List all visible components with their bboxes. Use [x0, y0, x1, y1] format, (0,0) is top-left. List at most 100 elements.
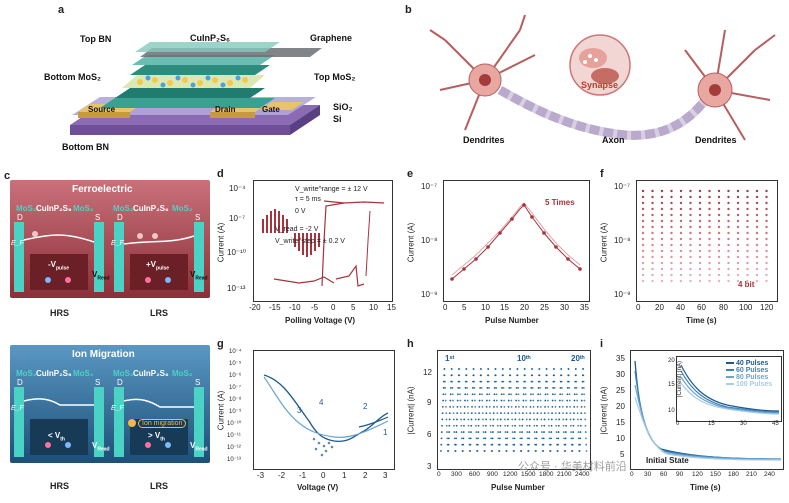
level-point [670, 273, 673, 277]
curve-label-4: 4 [319, 398, 324, 407]
ytick-f: 10⁻⁷ [614, 182, 631, 191]
xlabel-i: Time (s) [690, 483, 721, 492]
pulse-point [478, 405, 481, 408]
pulse-point [582, 387, 585, 389]
level-point [708, 267, 711, 271]
label-top-mos2: Top MoS₂ [314, 72, 356, 82]
legend-d-5: V_write^step = ± 0.2 V [275, 238, 345, 245]
level-point [755, 231, 759, 235]
pulse-point [464, 380, 467, 383]
level-point [698, 237, 702, 241]
level-point [765, 201, 768, 205]
xtick-g: 0 [321, 471, 326, 480]
pulse-point [560, 374, 562, 377]
pulse-point [557, 431, 560, 433]
pulse-point [584, 431, 587, 433]
pulse-point [573, 399, 576, 402]
pulse-point [521, 431, 523, 433]
level-point [736, 225, 740, 229]
pulse-point [488, 399, 491, 402]
level-point [717, 231, 721, 235]
level-point [746, 249, 749, 253]
pulse-point [562, 412, 564, 415]
label-bottom-bn: Bottom BN [62, 142, 109, 152]
pulse-point [576, 412, 579, 415]
pulse-point [511, 431, 514, 433]
pulse-point [494, 368, 497, 370]
panel-g: g 3 4 2 1 Current (A) Voltage (V) -3 -2 … [215, 338, 400, 503]
level-point [679, 267, 683, 271]
pulse-point [477, 424, 480, 427]
level-point [641, 231, 645, 235]
ion-lrs-pulse: > Vth [148, 431, 165, 443]
panel-letter-c: c [4, 170, 11, 182]
xtick-i: 120 [692, 471, 703, 478]
pulse-point [517, 399, 520, 402]
level-point [717, 279, 721, 283]
inset-xtick-i: 15 [708, 421, 715, 427]
inset-legend-i: 40 Pulses 60 Pulses 80 Pulses 100 Pulses [726, 360, 772, 388]
level-point [736, 207, 740, 211]
level-point [727, 225, 730, 229]
pulse-point [499, 431, 502, 433]
pulse-point [539, 393, 542, 396]
level-point [679, 237, 683, 241]
pulse-point [495, 399, 498, 402]
pulse-point [574, 387, 576, 389]
inset-plot-i [676, 356, 782, 422]
level-point [698, 195, 702, 199]
pulse-point [480, 387, 483, 389]
pulse-point [527, 450, 530, 452]
level-point [698, 249, 702, 253]
level-point [765, 231, 768, 235]
pulse-point [532, 412, 535, 415]
pulse-point [530, 387, 533, 389]
pulse-point [469, 437, 472, 440]
level-point [736, 249, 740, 253]
level-point [727, 201, 730, 205]
ferro-vread: VRead [92, 270, 110, 282]
panel-b: b Synapse Dendrites Axon Dendrites [395, 0, 789, 165]
pulse-point [504, 424, 507, 427]
pulse-point [500, 405, 503, 408]
pulse-point [570, 431, 573, 433]
pulse-point [552, 374, 555, 377]
ytick-i: 20 [616, 402, 625, 411]
pulse-point [569, 424, 572, 427]
pulse-point [525, 412, 528, 415]
pulse-point [569, 412, 572, 415]
pulse-point [537, 393, 540, 396]
xtick-d: -20 [249, 303, 261, 312]
xtick-g: 1 [342, 471, 347, 480]
pulse-point [580, 412, 583, 415]
pulse-point [523, 368, 526, 370]
level-point [651, 231, 654, 235]
ytick-d: 10⁻⁴ [229, 184, 246, 193]
level-point [765, 273, 768, 277]
pulse-point [565, 412, 568, 415]
watermark: 公众号 · 华美材料前沿 [518, 461, 627, 473]
pulse-point [448, 424, 451, 427]
pulse-point [450, 380, 453, 383]
level-point [708, 255, 711, 259]
pulse-point [525, 399, 527, 402]
pulse-point [575, 393, 578, 396]
pulse-point [562, 431, 565, 433]
pulse-point [460, 431, 463, 433]
xtick-d: -10 [289, 303, 301, 312]
ion-lrs: LRS [150, 481, 168, 491]
level-point [651, 189, 654, 193]
pulse-point [510, 399, 513, 402]
pulse-point [441, 418, 444, 421]
pulse-point [505, 450, 508, 452]
pulse-point [462, 443, 465, 446]
chart-d [262, 200, 385, 287]
pulse-point [456, 412, 459, 415]
level-point [708, 261, 711, 265]
level-point [670, 261, 673, 265]
level-point [679, 195, 683, 199]
pulse-point [508, 387, 511, 389]
annotation-e: 5 Times [545, 198, 575, 207]
ferro-band-diagram [14, 222, 204, 292]
pulse-point [558, 412, 561, 415]
